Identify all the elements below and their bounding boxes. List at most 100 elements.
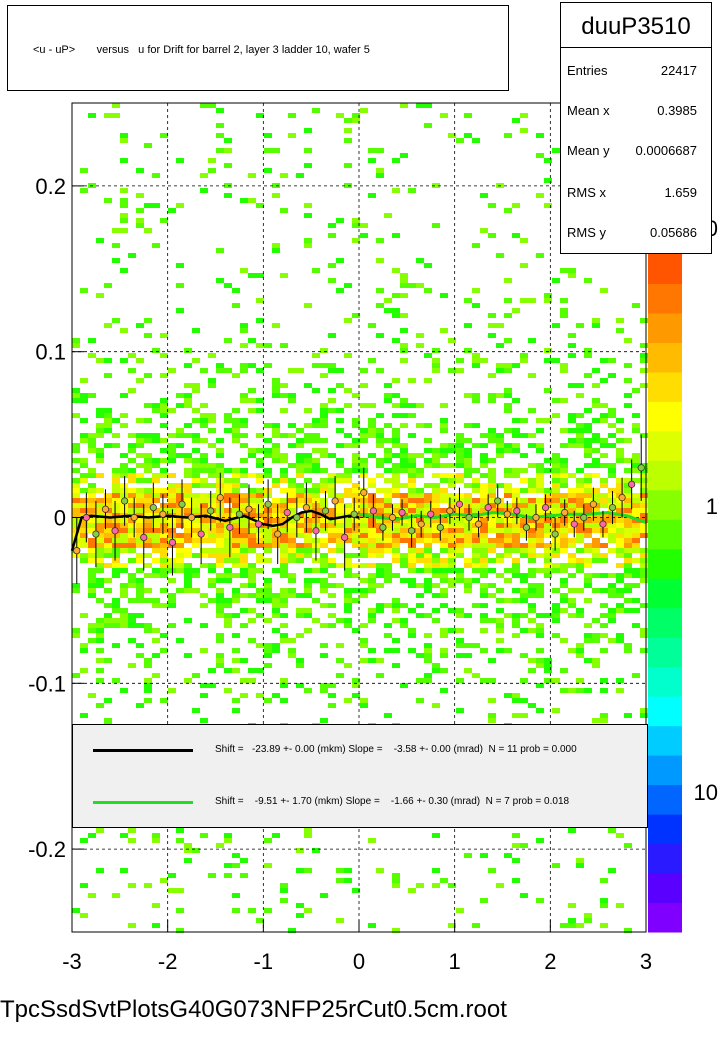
heatmap-cell <box>160 878 168 883</box>
heatmap-cell <box>224 468 232 473</box>
heatmap-cell <box>296 453 304 458</box>
heatmap-cell <box>432 508 440 513</box>
heatmap-cell <box>128 523 136 528</box>
profile-point <box>187 513 196 522</box>
heatmap-cell <box>184 398 192 403</box>
heatmap-cell <box>88 628 96 633</box>
heatmap-cell <box>584 498 592 503</box>
heatmap-cell <box>184 493 192 498</box>
heatmap-cell <box>312 108 320 113</box>
heatmap-cell <box>336 868 344 873</box>
heatmap-cell <box>160 333 168 338</box>
heatmap-cell <box>504 578 512 583</box>
heatmap-cell <box>240 573 248 578</box>
heatmap-cell <box>576 863 584 868</box>
heatmap-cell <box>320 503 328 508</box>
heatmap-cell <box>88 548 96 553</box>
heatmap-cell <box>504 368 512 373</box>
heatmap-cell <box>160 133 168 138</box>
heatmap-cell <box>416 583 424 588</box>
heatmap-cell <box>144 688 152 693</box>
stats-key: RMS y <box>567 225 606 240</box>
heatmap-cell <box>352 888 360 893</box>
heatmap-cell <box>424 613 432 618</box>
heatmap-cell <box>96 408 104 413</box>
heatmap-cell <box>344 523 352 528</box>
heatmap-cell <box>88 443 96 448</box>
heatmap-cell <box>192 418 200 423</box>
heatmap-cell <box>376 583 384 588</box>
heatmap-cell <box>592 558 600 563</box>
heatmap-cell <box>496 628 504 633</box>
heatmap-cell <box>128 618 136 623</box>
heatmap-cell <box>416 698 424 703</box>
heatmap-cell <box>272 243 280 248</box>
heatmap-cell <box>400 493 408 498</box>
heatmap-cell <box>216 608 224 613</box>
heatmap-cell <box>104 323 112 328</box>
heatmap-cell <box>104 408 112 413</box>
heatmap-cell <box>480 613 488 618</box>
heatmap-cell <box>552 708 560 713</box>
heatmap-cell <box>304 238 312 243</box>
heatmap-cell <box>120 688 128 693</box>
heatmap-cell <box>232 518 240 523</box>
heatmap-cell <box>616 593 624 598</box>
heatmap-cell <box>248 578 256 583</box>
heatmap-cell <box>304 833 312 838</box>
heatmap-cell <box>600 453 608 458</box>
heatmap-cell <box>216 133 224 138</box>
heatmap-cell <box>424 578 432 583</box>
heatmap-cell <box>480 193 488 198</box>
heatmap-cell <box>392 233 400 238</box>
heatmap-cell <box>640 488 648 493</box>
heatmap-cell <box>528 628 536 633</box>
heatmap-cell <box>88 503 96 508</box>
heatmap-cell <box>264 583 272 588</box>
heatmap-cell <box>248 173 256 178</box>
heatmap-cell <box>120 453 128 458</box>
heatmap-cell <box>336 368 344 373</box>
heatmap-cell <box>592 718 600 723</box>
heatmap-cell <box>296 558 304 563</box>
heatmap-cell <box>136 703 144 708</box>
heatmap-cell <box>224 338 232 343</box>
heatmap-cell <box>280 633 288 638</box>
heatmap-cell <box>216 653 224 658</box>
heatmap-cell <box>608 613 616 618</box>
heatmap-cell <box>168 443 176 448</box>
heatmap-cell <box>592 663 600 668</box>
heatmap-cell <box>240 198 248 203</box>
heatmap-cell <box>464 453 472 458</box>
heatmap-cell <box>200 683 208 688</box>
heatmap-cell <box>376 498 384 503</box>
colorbar-swatch <box>648 342 682 373</box>
heatmap-cell <box>304 868 312 873</box>
heatmap-cell <box>536 488 544 493</box>
heatmap-cell <box>504 613 512 618</box>
profile-point <box>561 508 569 517</box>
heatmap-cell <box>560 523 568 528</box>
heatmap-cell <box>600 903 608 908</box>
heatmap-cell <box>392 558 400 563</box>
heatmap-cell <box>96 648 104 653</box>
heatmap-cell <box>304 478 312 483</box>
heatmap-cell <box>96 703 104 708</box>
heatmap-cell <box>456 578 464 583</box>
heatmap-cell <box>200 483 208 488</box>
heatmap-cell <box>240 503 248 508</box>
heatmap-cell <box>560 503 568 508</box>
heatmap-cell <box>192 468 200 473</box>
heatmap-cell <box>368 583 376 588</box>
heatmap-cell <box>176 203 184 208</box>
heatmap-cell <box>96 413 104 418</box>
heatmap-cell <box>392 618 400 623</box>
heatmap-cell <box>256 513 264 518</box>
heatmap-cell <box>240 468 248 473</box>
heatmap-cell <box>400 278 408 283</box>
heatmap-cell <box>280 538 288 543</box>
heatmap-cell <box>240 393 248 398</box>
heatmap-cell <box>152 628 160 633</box>
heatmap-cell <box>592 488 600 493</box>
heatmap-cell <box>384 548 392 553</box>
